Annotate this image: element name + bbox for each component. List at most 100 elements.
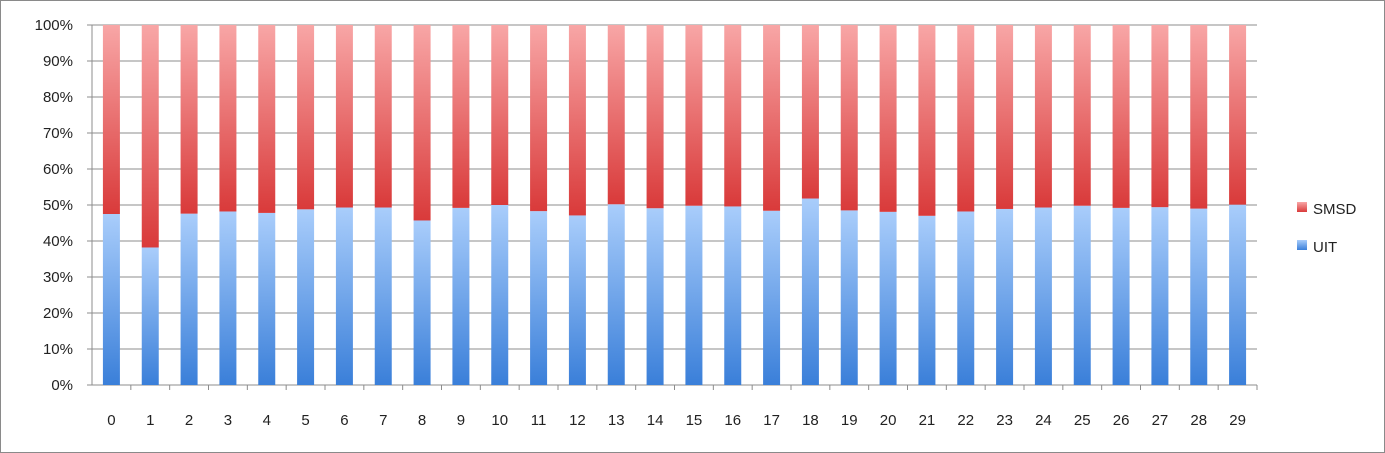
y-tick-label: 20%	[43, 305, 73, 322]
y-tick-label: 30%	[43, 269, 73, 286]
x-tick-label: 13	[608, 412, 625, 429]
bar-segment-smsd-21	[918, 25, 936, 216]
bar-segment-smsd-2	[180, 25, 198, 214]
bar-segment-uit-4	[258, 212, 276, 385]
bar-segment-uit-25	[1073, 205, 1091, 385]
y-tick-label: 40%	[43, 233, 73, 250]
x-tick-label: 21	[919, 412, 936, 429]
bar-segment-uit-14	[646, 208, 664, 385]
bar-segment-smsd-23	[996, 25, 1014, 209]
bars	[102, 25, 1247, 385]
y-tick-label: 90%	[43, 53, 73, 70]
bar-segment-smsd-14	[646, 25, 664, 209]
bar-segment-smsd-15	[685, 25, 703, 206]
bar-segment-uit-20	[879, 211, 897, 385]
bar-segment-smsd-22	[957, 25, 975, 212]
x-tick-label: 26	[1113, 412, 1130, 429]
x-tick-label: 10	[491, 412, 508, 429]
bar-segment-uit-17	[763, 210, 781, 385]
bar-segment-uit-24	[1034, 207, 1052, 385]
legend-swatch-uit	[1297, 240, 1307, 250]
y-tick-label: 60%	[43, 161, 73, 178]
bar-segment-uit-15	[685, 205, 703, 385]
x-tick-label: 20	[880, 412, 897, 429]
bar-segment-uit-22	[957, 211, 975, 385]
bar-segment-smsd-8	[413, 25, 431, 221]
bar-segment-smsd-4	[258, 25, 276, 213]
bar-segment-smsd-10	[491, 25, 509, 205]
bar-segment-smsd-24	[1034, 25, 1052, 208]
y-tick-label: 70%	[43, 125, 73, 142]
bar-segment-smsd-29	[1229, 25, 1247, 205]
x-tick-label: 23	[996, 412, 1013, 429]
x-tick-label: 11	[531, 412, 547, 429]
bar-segment-uit-29	[1229, 204, 1247, 385]
bar-segment-uit-1	[141, 247, 159, 385]
x-tick-label: 4	[263, 412, 271, 429]
bar-segment-uit-11	[530, 211, 548, 385]
x-tick-label: 1	[146, 412, 154, 429]
x-tick-label: 3	[224, 412, 232, 429]
bar-segment-uit-21	[918, 215, 936, 385]
x-tick-label: 19	[841, 412, 858, 429]
bar-segment-uit-28	[1190, 208, 1208, 385]
bar-segment-smsd-12	[568, 25, 586, 216]
axes	[87, 24, 1258, 390]
x-tick-label: 9	[457, 412, 465, 429]
bar-segment-smsd-27	[1151, 25, 1169, 208]
x-tick-label: 17	[763, 412, 780, 429]
bar-segment-uit-8	[413, 220, 431, 385]
bar-segment-smsd-28	[1190, 25, 1208, 209]
bar-segment-uit-18	[801, 198, 819, 385]
bar-segment-smsd-26	[1112, 25, 1130, 208]
x-tick-label: 8	[418, 412, 426, 429]
bar-segment-uit-27	[1151, 207, 1169, 385]
y-tick-label: 80%	[43, 89, 73, 106]
y-tick-label: 0%	[51, 377, 73, 394]
bar-segment-uit-26	[1112, 207, 1130, 385]
x-tick-label: 2	[185, 412, 193, 429]
x-tick-label: 14	[647, 412, 664, 429]
bar-segment-smsd-0	[102, 25, 120, 214]
bar-segment-uit-5	[297, 209, 315, 385]
x-tick-label: 5	[301, 412, 309, 429]
x-tick-label: 0	[107, 412, 115, 429]
bar-segment-smsd-25	[1073, 25, 1091, 206]
gridlines	[92, 24, 1257, 350]
bar-segment-smsd-9	[452, 25, 470, 208]
bar-segment-smsd-1	[141, 25, 159, 248]
x-tick-label: 12	[569, 412, 586, 429]
y-tick-label: 100%	[35, 17, 73, 34]
bar-segment-uit-13	[607, 204, 625, 385]
x-tick-label: 22	[957, 412, 974, 429]
legend-label-uit: UIT	[1313, 239, 1337, 256]
bar-segment-smsd-16	[724, 25, 742, 207]
bar-segment-uit-2	[180, 213, 198, 385]
x-tick-label: 28	[1190, 412, 1207, 429]
bar-segment-smsd-19	[840, 25, 858, 211]
x-tick-label: 18	[802, 412, 819, 429]
bar-segment-uit-9	[452, 207, 470, 385]
bar-segment-smsd-7	[374, 25, 392, 208]
bar-segment-uit-12	[568, 215, 586, 385]
bar-segment-smsd-6	[335, 25, 353, 208]
bar-segment-smsd-13	[607, 25, 625, 205]
bar-segment-uit-16	[724, 206, 742, 385]
bar-segment-smsd-20	[879, 25, 897, 212]
bar-segment-uit-0	[102, 214, 120, 385]
bar-segment-smsd-11	[530, 25, 548, 212]
x-tick-label: 15	[686, 412, 703, 429]
x-tick-label: 7	[379, 412, 387, 429]
bar-segment-uit-3	[219, 211, 237, 385]
x-tick-label: 24	[1035, 412, 1052, 429]
legend-swatch-smsd	[1297, 202, 1307, 212]
bar-segment-smsd-17	[763, 25, 781, 211]
x-tick-label: 16	[724, 412, 741, 429]
bar-segment-uit-19	[840, 210, 858, 385]
bar-segment-uit-6	[335, 207, 353, 385]
bar-segment-smsd-5	[297, 25, 315, 210]
x-tick-label: 6	[340, 412, 348, 429]
bar-segment-uit-10	[491, 205, 509, 385]
